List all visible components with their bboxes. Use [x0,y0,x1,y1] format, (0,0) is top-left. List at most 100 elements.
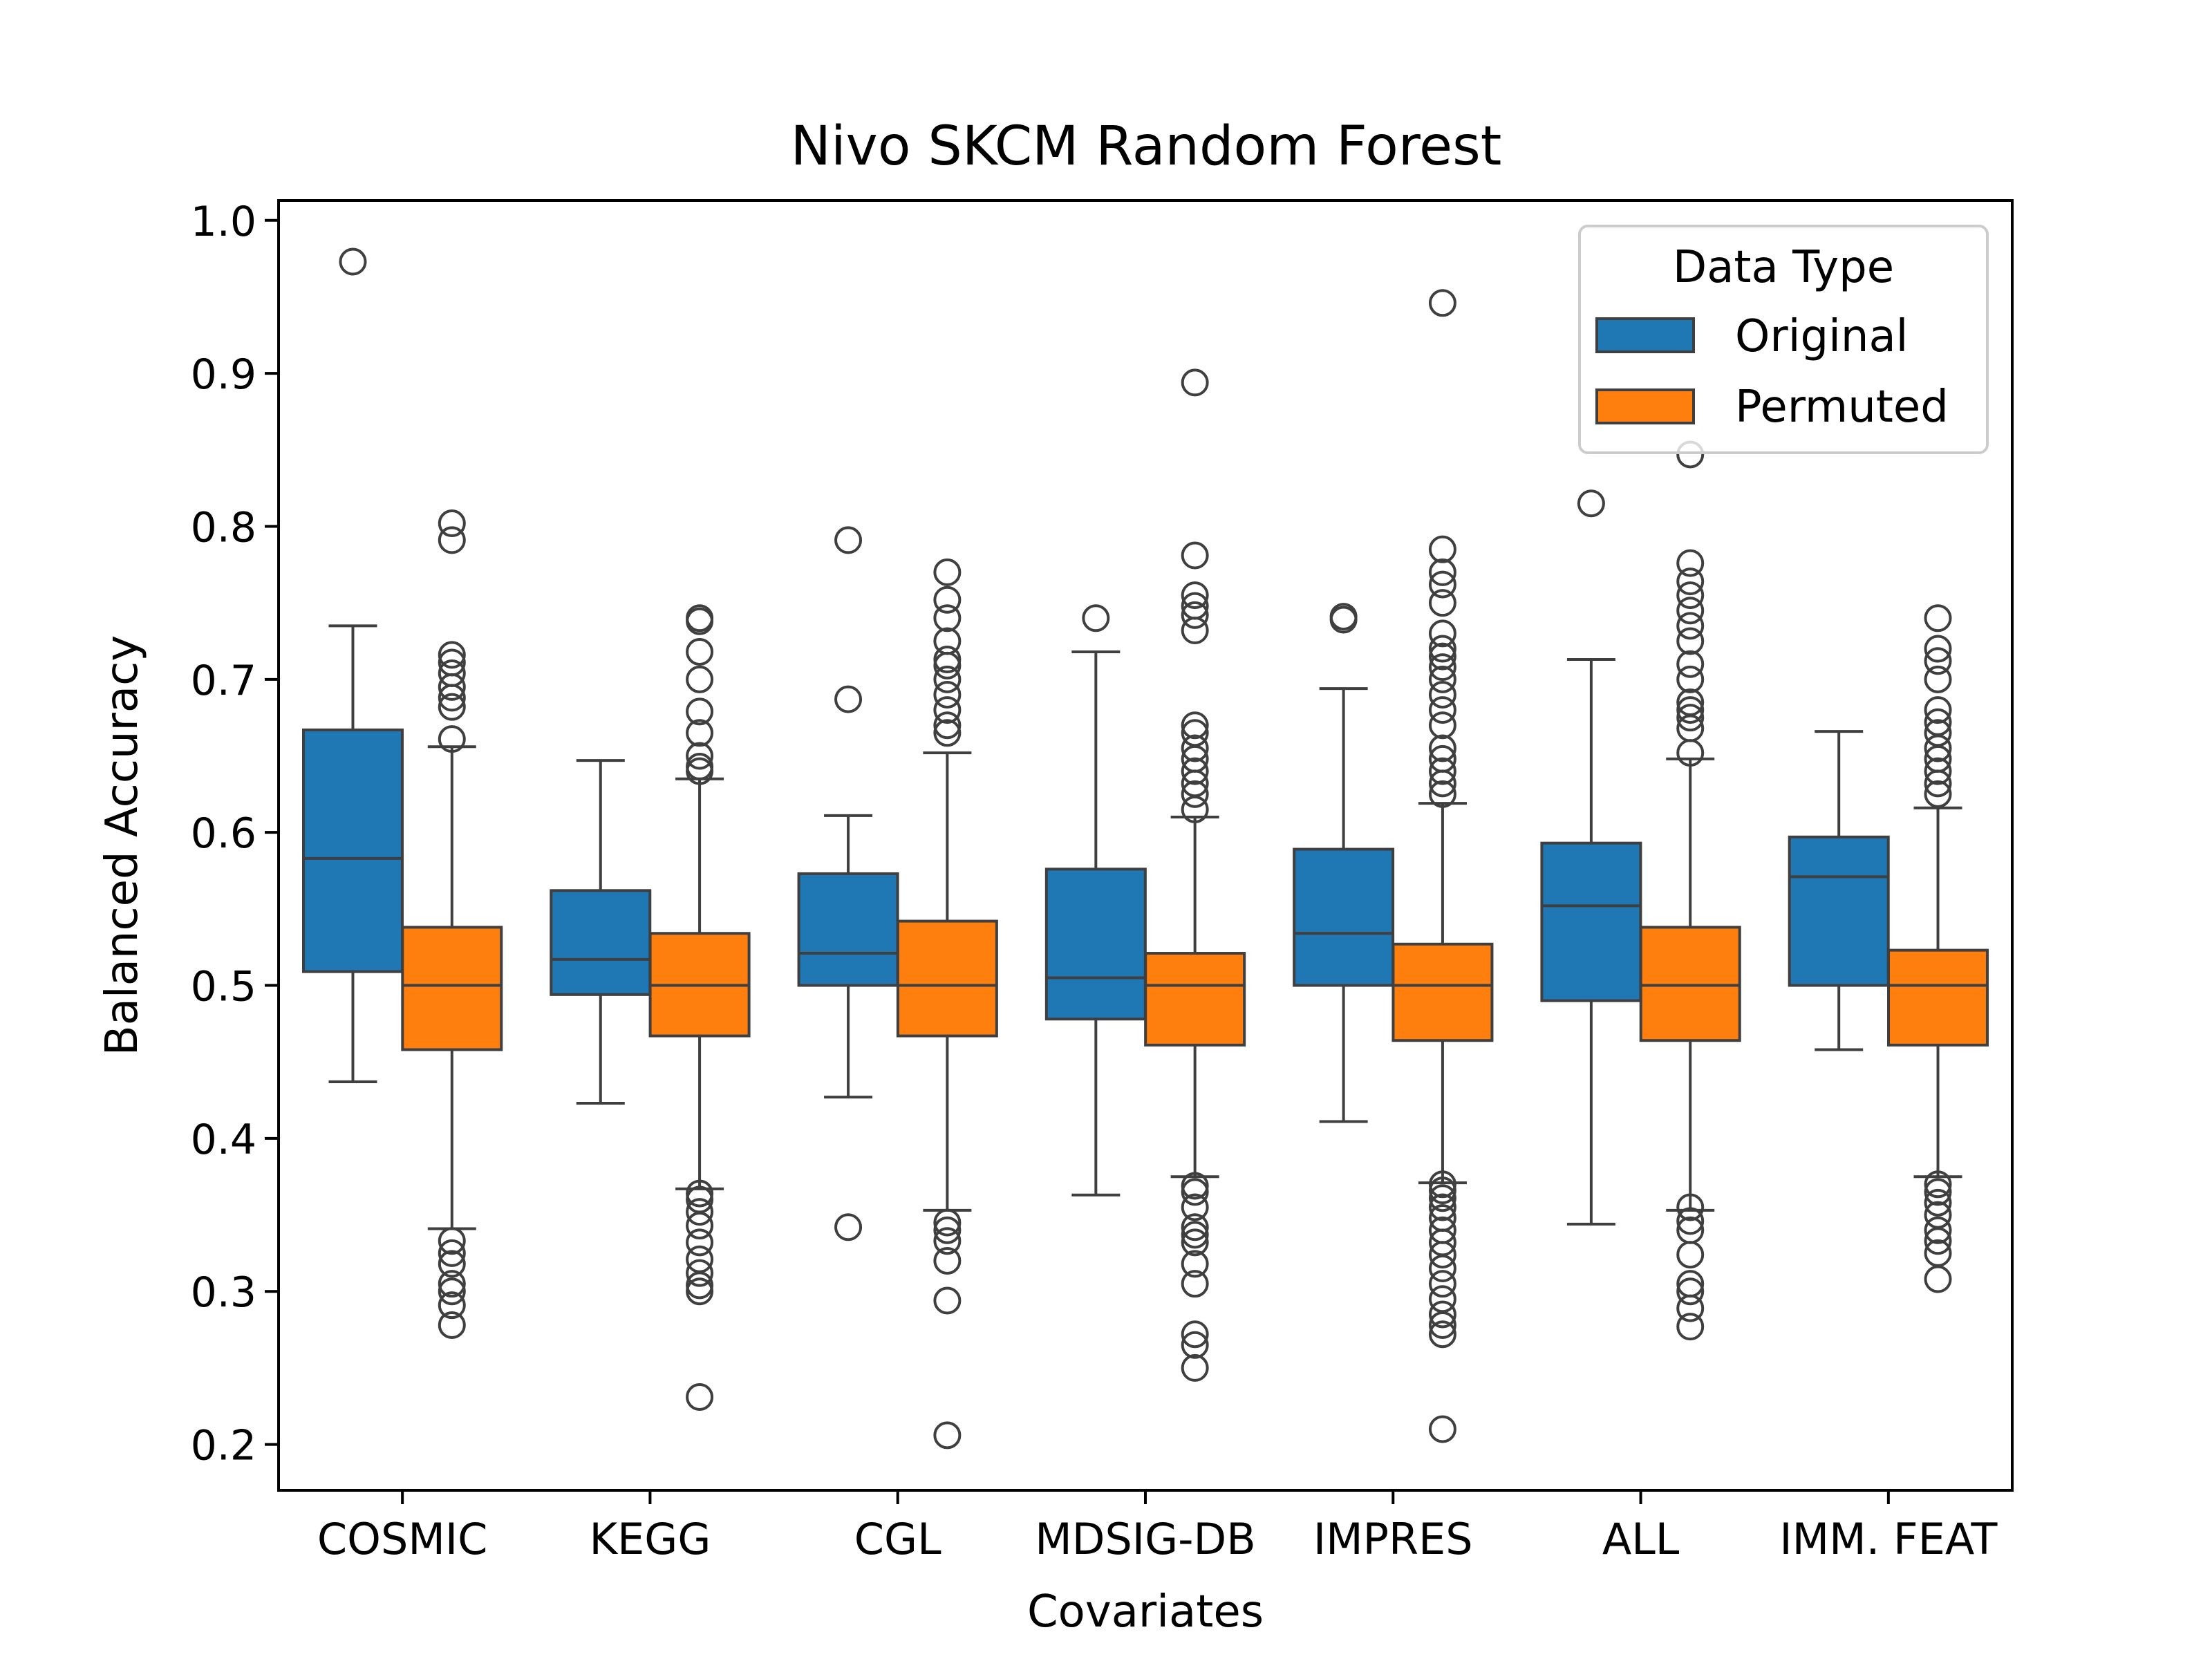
outlier-point [1924,1265,1952,1293]
outlier-point [686,665,714,693]
outlier-point [1181,1193,1209,1221]
y-tick-label: 0.7 [191,657,256,705]
outlier-point [1428,1285,1456,1313]
box-iqr [1788,835,1890,987]
outlier-point [1428,635,1456,663]
outlier-point [438,684,466,712]
outlier-point [686,757,714,785]
x-tick-label: ALL [1602,1514,1680,1564]
outlier-point [1428,1184,1456,1212]
outlier-point [1676,1207,1705,1235]
outlier-point [1181,1270,1209,1298]
box-original-imm-feat [1788,730,1890,1051]
box-plot-area [301,247,1989,1450]
outlier-point [834,685,863,713]
y-tick-label: 0.6 [191,809,256,858]
legend-title: Data Type [1673,242,1894,293]
outlier-point [1181,1178,1209,1206]
outlier-point [1181,368,1209,397]
outlier-point [1924,665,1952,693]
outlier-point [438,725,466,753]
outlier-point [1428,589,1456,617]
outlier-point [1428,570,1456,599]
outlier-point [1924,604,1952,632]
outlier-point [1924,734,1952,762]
outlier-point [1181,541,1209,570]
x-tick-label: IMM. FEAT [1779,1514,1998,1564]
legend-swatch-permuted [1595,388,1695,424]
y-tick-label: 1.0 [191,198,256,246]
box-iqr [550,889,652,996]
outlier-point [438,693,466,721]
outlier-point [686,1212,714,1240]
outlier-point [1428,680,1456,709]
outlier-point [438,1291,466,1320]
y-axis-label: Balanced Accuracy [97,635,148,1056]
outlier-point [1924,1216,1952,1244]
outlier-point [1924,696,1952,724]
outlier-point [1428,642,1456,671]
outlier-point [1924,1178,1952,1206]
outlier-point [686,607,714,635]
outlier-point [1428,1415,1456,1443]
outlier-point [1329,606,1358,634]
x-tick-label: KEGG [589,1514,711,1564]
y-tick-label: 0.4 [191,1116,256,1164]
outlier-point [339,247,367,276]
outlier-point [834,526,863,554]
outlier-point [1428,780,1456,808]
outlier-point [1082,604,1110,632]
outlier-point [1676,549,1705,577]
outlier-point [1428,535,1456,563]
box-iqr [797,872,899,987]
outlier-point [1676,665,1705,693]
outlier-point [1676,568,1705,596]
y-tick-label: 0.2 [191,1422,256,1470]
outlier-point [1181,711,1209,740]
box-iqr [1639,926,1741,1042]
legend: Data Type Original Permuted [1578,225,1989,454]
outlier-point [1428,1241,1456,1269]
y-axis: 0.2 0.3 0.4 0.5 0.6 0.7 0.8 0.9 1.0 [191,198,279,1470]
outlier-point [1428,757,1456,785]
outlier-point [438,1239,466,1267]
box-iqr [1887,948,1989,1047]
x-tick-label: MDSIG-DB [1035,1514,1256,1564]
box-permuted-cosmic [401,509,503,1339]
x-axis-label: Covariates [1027,1586,1264,1638]
box-original-all [1540,489,1642,1226]
outlier-point [1181,780,1209,808]
outlier-point [1428,696,1456,724]
outlier-point [1428,665,1456,693]
outlier-point [1181,734,1209,762]
outlier-point [933,1286,962,1315]
box-permuted-impres [1391,289,1494,1443]
outlier-point [438,1270,466,1298]
outlier-point [438,526,466,554]
outlier-point [1676,696,1705,724]
outlier-point [933,719,962,747]
box-iqr [1293,847,1395,987]
outlier-point [1428,711,1456,740]
outlier-point [1924,780,1952,808]
outlier-point [1181,1221,1209,1249]
outlier-point [933,646,962,674]
outlier-point [686,719,714,747]
outlier-point [1676,650,1705,678]
outlier-point [1428,1300,1456,1329]
outlier-point [1181,581,1209,610]
outlier-point [1428,734,1456,762]
outlier-point [1181,601,1209,629]
box-permuted-imm-feat [1887,604,1989,1293]
outlier-point [933,1421,962,1450]
box-iqr [1144,952,1246,1047]
outlier-point [1924,757,1952,785]
outlier-point [933,1208,962,1237]
outlier-point [1428,619,1456,648]
outlier-point [1676,739,1705,767]
outlier-point [933,1246,962,1275]
x-tick-label: COSMIC [317,1514,488,1564]
box-iqr [896,919,998,1038]
outlier-point [1676,581,1705,610]
outlier-point [438,1227,466,1255]
